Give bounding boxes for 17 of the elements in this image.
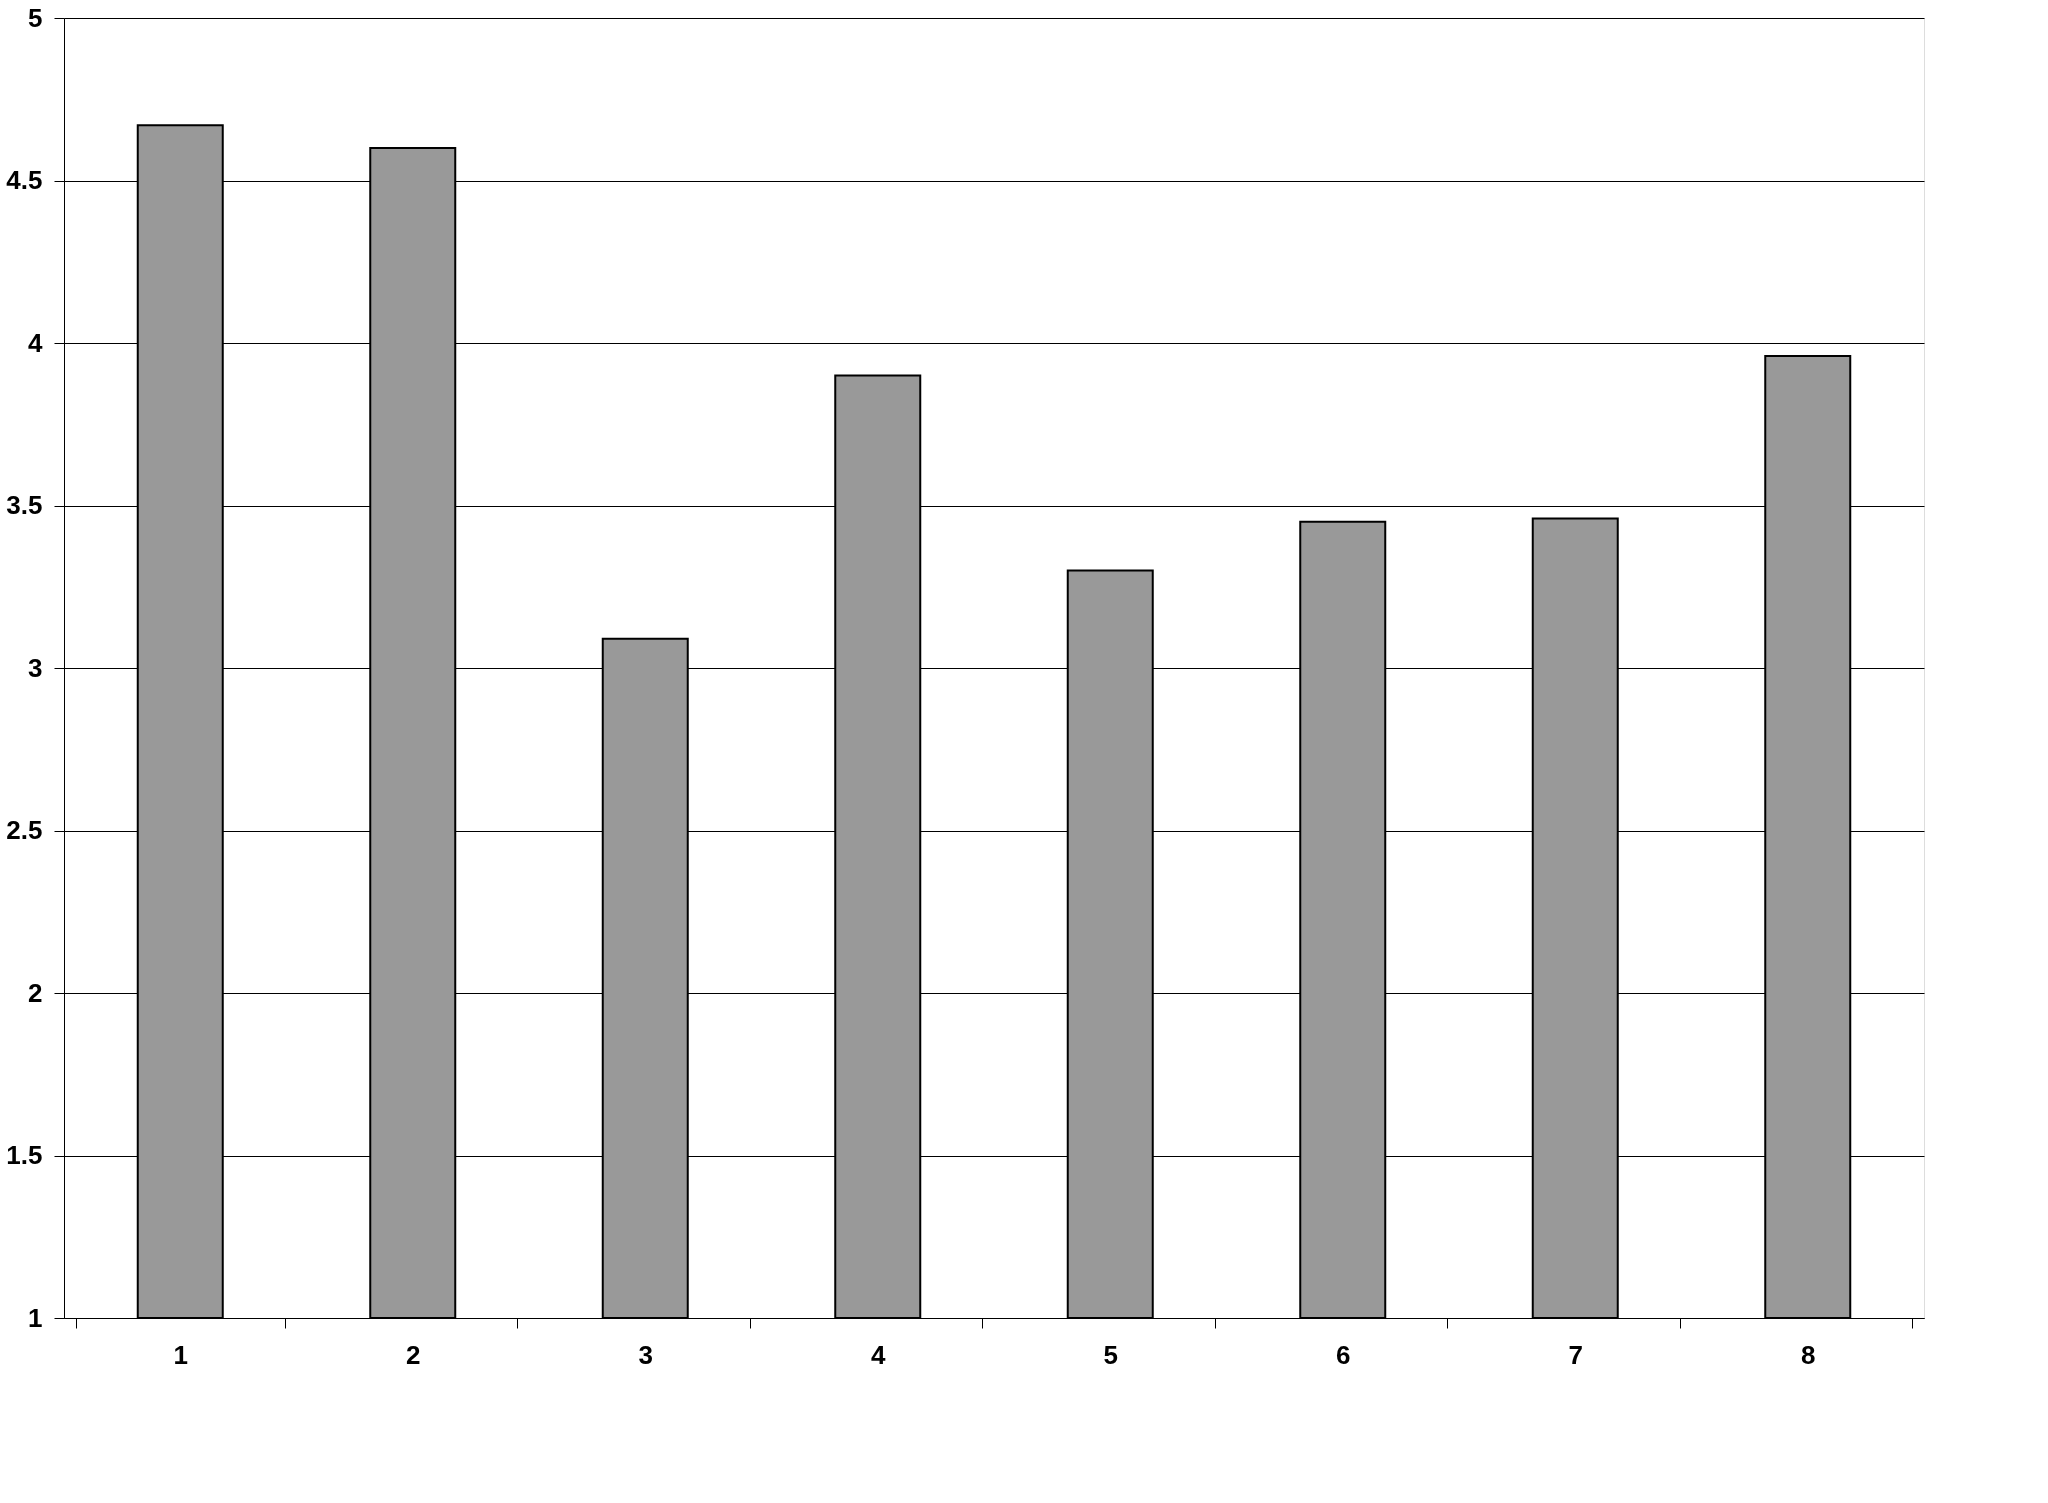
y-tick-label: 2.5 (6, 815, 43, 845)
x-tick-label: 8 (1801, 1339, 1816, 1370)
x-tick-label: 2 (406, 1339, 421, 1370)
y-tick-label: 2 (28, 977, 43, 1008)
y-tick-label: 5 (28, 2, 43, 33)
y-tick-label: 3.5 (6, 490, 43, 520)
x-tick-label: 4 (871, 1339, 887, 1370)
x-tick-label: 1 (173, 1339, 188, 1370)
x-tick-label: 6 (1336, 1339, 1351, 1370)
x-tick-label: 7 (1568, 1339, 1583, 1370)
y-tick-label: 3 (28, 652, 43, 683)
x-tick-label: 5 (1103, 1339, 1118, 1370)
y-tick-label: 1 (28, 1302, 43, 1333)
y-tick-label: 1.5 (6, 1140, 43, 1170)
x-tick-label: 3 (638, 1339, 653, 1370)
y-tick-label: 4.5 (6, 165, 43, 195)
y-tick-label: 4 (28, 327, 44, 358)
